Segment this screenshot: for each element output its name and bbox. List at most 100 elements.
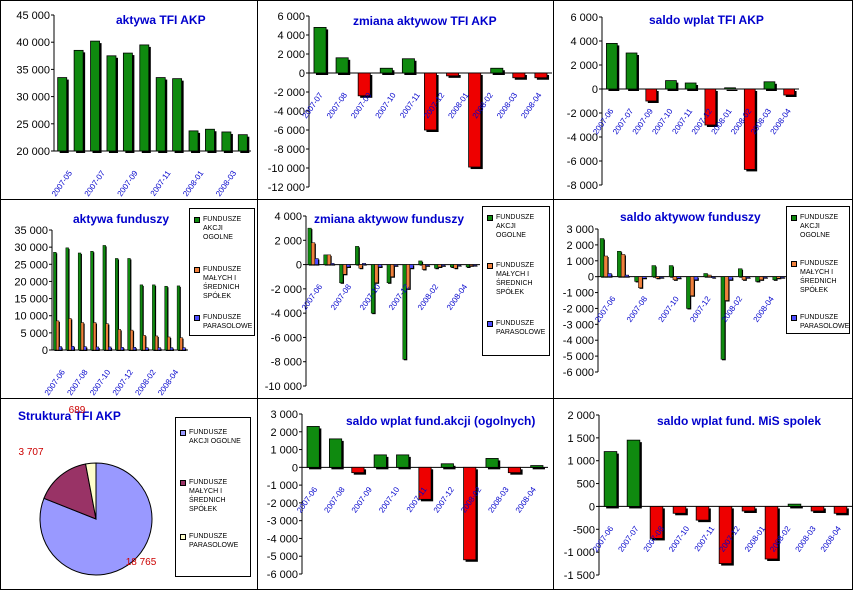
bar: [115, 258, 119, 351]
x-tick-label: 2007-12: [688, 294, 713, 324]
chart-title: saldo wplat fund.akcji (ogolnych): [346, 414, 536, 428]
bar: [724, 87, 736, 90]
x-tick-label: 2007-07: [616, 524, 641, 554]
bar: [425, 264, 430, 267]
bar: [755, 276, 760, 282]
legend-label: FUNDUSZE MAŁYCH I ŚREDNICH SPÓŁEK: [496, 262, 535, 296]
bar: [711, 276, 716, 278]
bar: [659, 276, 664, 278]
chart-title: zmiana aktywow TFI AKP: [353, 14, 497, 28]
x-tick-label: 2007-10: [358, 282, 383, 312]
bar: [668, 265, 674, 277]
pie-value-label: 689: [69, 405, 86, 416]
bar: [720, 276, 726, 360]
bar: [676, 276, 681, 279]
chart-zmiana-aktywow-funduszy: -10 000 -8 000 -6 000 -4 000 -2 000 0 2 000 4 0…: [265, 211, 480, 393]
y-tick-label: 0: [292, 462, 298, 474]
legend-swatch-blue: [487, 321, 493, 327]
bar: [718, 506, 733, 564]
bar: [154, 335, 159, 351]
legend-label: FUNDUSZE AKCJI OGOLNE: [189, 429, 241, 445]
bar: [90, 40, 100, 152]
legend-swatch-green: [791, 215, 797, 221]
panel-saldo-wplat-tfi: saldo wplat TFI AKP -8 000 -6 000 -4 000 -2…: [553, 0, 853, 200]
y-tick-label: 0: [42, 345, 48, 357]
bar-shadow: [532, 467, 545, 470]
bar: [512, 72, 526, 79]
y-tick-label: -12 000: [268, 182, 305, 194]
bar-shadow: [746, 277, 751, 279]
bar: [707, 274, 712, 277]
y-tick-label: 35 000: [14, 225, 48, 237]
bar: [434, 264, 439, 269]
bar: [379, 67, 393, 74]
y-tick-label: -4 000: [274, 106, 305, 118]
bar: [377, 264, 382, 268]
bar: [465, 264, 470, 268]
y-tick-label: 15 000: [14, 294, 48, 306]
x-tick-label: 2007-08: [325, 91, 350, 121]
y-tick-label: -3 000: [563, 319, 594, 331]
x-tick-label: 2007-09: [350, 485, 375, 515]
bar: [357, 72, 371, 97]
bar: [741, 276, 747, 281]
y-tick-label: 20 000: [16, 146, 50, 158]
bar: [655, 276, 660, 279]
bar: [390, 264, 395, 277]
bar: [401, 58, 415, 74]
bar: [130, 329, 134, 351]
bar: [396, 454, 410, 468]
chart-title: zmiana aktywow funduszy: [314, 212, 465, 226]
bar: [323, 254, 328, 265]
panel-struktura-tfi: Struktura TFI AKP 18 765 3 707 689 FUNDUSZ…: [0, 398, 258, 590]
bar: [780, 276, 785, 278]
chart-saldo-wplat-tfi: -8 000 -6 000 -4 000 -2 000 0 2 000 4 000 6 000…: [567, 12, 799, 192]
bar: [176, 285, 181, 351]
bar: [624, 274, 629, 277]
bar: [311, 242, 316, 265]
x-tick-label: 2007-08: [322, 485, 347, 515]
bar: [172, 78, 183, 152]
y-tick-label: -4 000: [271, 308, 302, 320]
bar-shadow: [363, 264, 367, 266]
bar: [672, 276, 678, 281]
y-tick-label: -3 000: [267, 516, 298, 528]
bar: [651, 265, 656, 277]
bar: [370, 264, 375, 314]
bar: [468, 72, 482, 168]
x-tick-label: 2008-01: [446, 91, 471, 121]
legend: FUNDUSZE AKCJI OGOLNE FUNDUSZE MAŁYCH I …: [482, 206, 550, 356]
bar: [127, 258, 131, 351]
y-tick-label: -4 000: [563, 335, 594, 347]
x-tick-label: 2007-10: [657, 294, 682, 324]
bar: [418, 260, 423, 265]
y-tick-label: -5 000: [267, 551, 298, 563]
bar: [638, 276, 643, 289]
y-tick-label: 3 000: [270, 409, 298, 421]
bar: [142, 335, 146, 351]
y-tick-label: -1 500: [564, 570, 595, 582]
bar: [313, 26, 327, 74]
y-tick-label: 2 000: [274, 235, 302, 247]
y-tick-label: 10 000: [14, 311, 48, 323]
bar: [634, 276, 639, 282]
legend-label: FUNDUSZE MAŁYCH I ŚREDNICH SPÓŁEK: [203, 266, 242, 300]
y-tick-label: 1 000: [567, 456, 595, 468]
bar: [80, 322, 84, 351]
bar: [649, 506, 664, 539]
legend-label: FUNDUSZE PARASOLOWE: [189, 533, 239, 549]
x-tick-label: 2007-12: [111, 368, 136, 398]
bar: [164, 285, 168, 351]
bar: [490, 67, 504, 74]
legend-swatch-blue: [194, 315, 200, 321]
legend-swatch-orange: [791, 261, 797, 267]
bar: [73, 49, 84, 152]
bar-shadow: [712, 277, 717, 279]
bar: [450, 264, 454, 268]
panel-saldo-wplat-fund-mis: saldo wplat fund. MiS spolek -1 500 -1 00…: [553, 398, 853, 590]
bar: [122, 52, 133, 152]
bar: [179, 337, 183, 351]
x-tick-label: 2008-04: [819, 524, 844, 554]
legend-swatch-orange: [194, 267, 200, 273]
bar: [95, 346, 99, 351]
